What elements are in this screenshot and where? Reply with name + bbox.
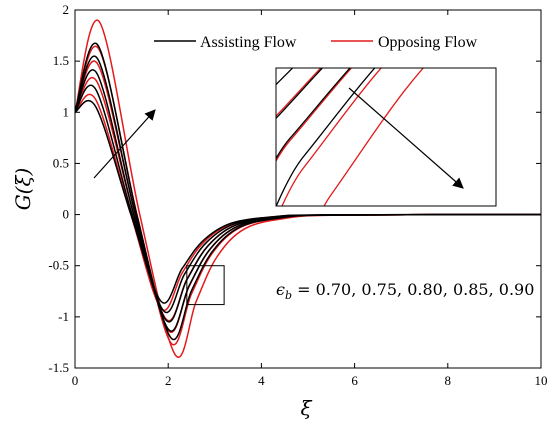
x-tick-label: 10	[535, 373, 548, 388]
y-tick-label: 0	[63, 207, 70, 222]
inset-arrow	[348, 87, 464, 189]
y-tick-label: 1	[63, 104, 70, 119]
x-tick-label: 8	[445, 373, 452, 388]
inset-series-line-opposing	[281, 68, 383, 206]
inset-series-line-opposing	[323, 68, 425, 206]
axis-ticks: 0 2 4 6 8 10 -1.5 -1 -0.5 0 0.5 1 1.5 2	[48, 2, 547, 388]
x-tick-label: 2	[165, 373, 172, 388]
inset-background	[276, 68, 496, 206]
y-axis-label: G(ξ)	[11, 168, 35, 211]
plot-frame	[74, 9, 542, 369]
annotation-subscript: b	[285, 289, 292, 302]
legend: Assisting Flow Opposing Flow	[148, 25, 525, 57]
series-group	[75, 19, 541, 358]
x-tick-label: 4	[258, 373, 265, 388]
x-axis-label: ξ	[300, 396, 312, 420]
trend-arrow	[93, 109, 156, 179]
zoom-region-box	[186, 265, 225, 306]
y-tick-label: 2	[63, 2, 70, 17]
y-tick-label: -0.5	[48, 258, 69, 273]
y-tick-label: -1.5	[48, 360, 69, 375]
y-tick-label: 0.5	[53, 155, 69, 170]
legend-label-opposing: Opposing Flow	[378, 34, 478, 51]
annotation-values: = 0.70, 0.75, 0.80, 0.85, 0.90	[292, 280, 534, 299]
legend-label-assisting: Assisting Flow	[200, 34, 297, 51]
annotation-symbol: ϵ	[276, 280, 285, 299]
y-tick-label: 1.5	[53, 53, 69, 68]
parameter-annotation: ϵb = 0.70, 0.75, 0.80, 0.85, 0.90	[276, 280, 534, 302]
x-tick-label: 6	[351, 373, 358, 388]
inset-panel	[275, 67, 497, 207]
inset-frame	[275, 67, 497, 207]
x-tick-label: 0	[72, 373, 79, 388]
series-line-assisting	[75, 42, 541, 341]
y-tick-label: -1	[58, 309, 69, 324]
